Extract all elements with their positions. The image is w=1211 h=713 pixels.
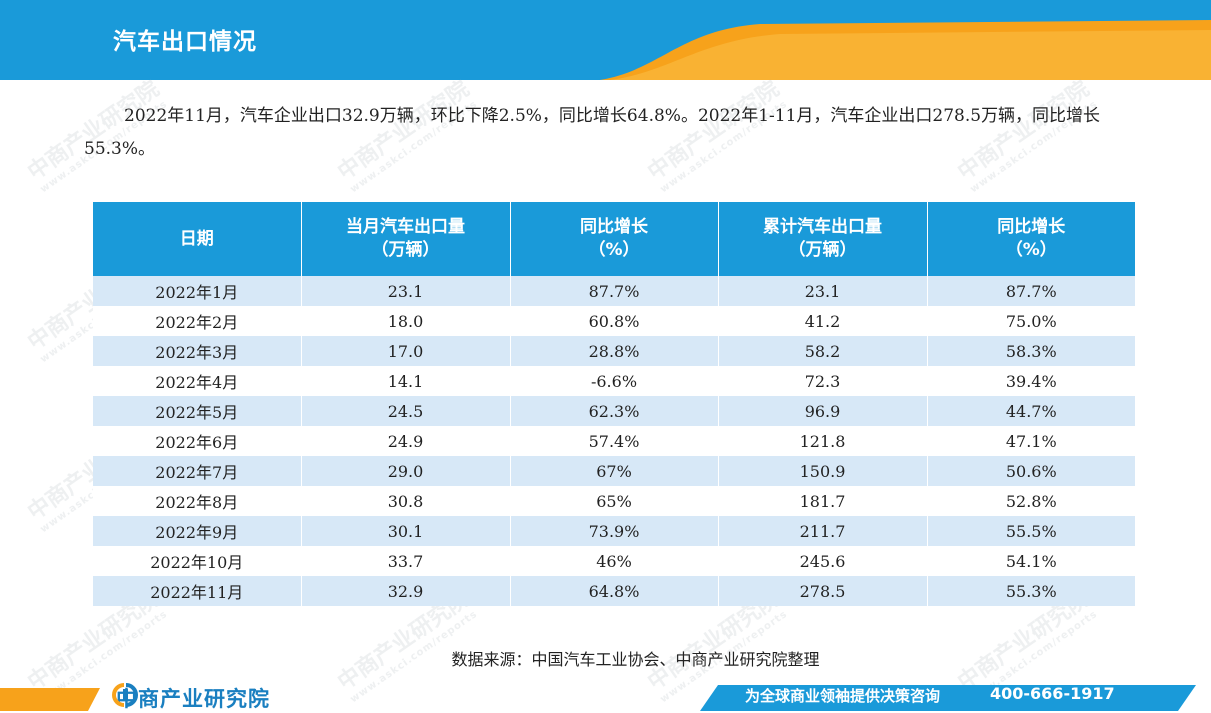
cell-monthly-exports: 23.1 — [300, 276, 510, 306]
table-row: 2022年7月 29.0 67% 150.9 50.6% — [93, 456, 1135, 486]
cell-monthly-exports: 30.8 — [300, 486, 510, 516]
table-row: 2022年5月 24.5 62.3% 96.9 44.7% — [93, 396, 1135, 426]
cell-cumulative-yoy: 75.0% — [926, 306, 1135, 336]
cell-cumulative-yoy: 39.4% — [926, 366, 1135, 396]
cell-monthly-exports: 24.5 — [300, 396, 510, 426]
table-row: 2022年4月 14.1 -6.6% 72.3 39.4% — [93, 366, 1135, 396]
cell-monthly-yoy: 65% — [509, 486, 718, 516]
data-source-note: 数据来源：中国汽车工业协会、中商产业研究院整理 — [451, 650, 820, 669]
cell-date: 2022年1月 — [93, 276, 301, 306]
header-monthly-yoy-label: 同比增长 — [580, 217, 648, 237]
cell-date: 2022年2月 — [93, 306, 301, 336]
cell-cumulative-exports: 121.8 — [717, 426, 927, 456]
cell-monthly-exports: 29.0 — [300, 456, 510, 486]
table-header-row: 日期 当月汽车出口量 （万辆） 同比增长 （%） 累计汽车出口量 （万辆） 同比… — [93, 202, 1135, 276]
cell-date: 2022年11月 — [93, 576, 301, 606]
footer-banner-shape — [0, 685, 1196, 711]
cell-cumulative-exports: 181.7 — [717, 486, 927, 516]
cell-cumulative-exports: 96.9 — [717, 396, 927, 426]
table-row: 2022年2月 18.0 60.8% 41.2 75.0% — [93, 306, 1135, 336]
cell-cumulative-exports: 72.3 — [717, 366, 927, 396]
header-banner-shape — [0, 0, 1211, 80]
export-table: 日期 当月汽车出口量 （万辆） 同比增长 （%） 累计汽车出口量 （万辆） 同比… — [93, 202, 1135, 606]
cell-monthly-exports: 17.0 — [300, 336, 510, 366]
header-cumulative-yoy-unit: （%） — [1005, 240, 1057, 260]
header-cumulative-exports-label: 累计汽车出口量 — [763, 217, 882, 237]
cell-monthly-yoy: 46% — [509, 546, 718, 576]
header-cumulative-exports: 累计汽车出口量 （万辆） — [717, 202, 927, 276]
cell-date: 2022年3月 — [93, 336, 301, 366]
cell-cumulative-exports: 58.2 — [717, 336, 927, 366]
table-row: 2022年10月 33.7 46% 245.6 54.1% — [93, 546, 1135, 576]
table-row: 2022年9月 30.1 73.9% 211.7 55.5% — [93, 516, 1135, 546]
header-monthly-yoy: 同比增长 （%） — [509, 202, 718, 276]
header-cumulative-yoy-label: 同比增长 — [997, 217, 1066, 237]
header-date-label: 日期 — [179, 228, 214, 249]
header-monthly-yoy-unit: （%） — [588, 240, 640, 260]
cell-monthly-exports: 32.9 — [300, 576, 510, 606]
cell-date: 2022年8月 — [93, 486, 301, 516]
cell-monthly-exports: 30.1 — [300, 516, 510, 546]
cell-cumulative-exports: 23.1 — [717, 276, 927, 306]
summary-paragraph: 2022年11月，汽车企业出口32.9万辆，环比下降2.5%，同比增长64.8%… — [84, 106, 1101, 159]
table-row: 2022年8月 30.8 65% 181.7 52.8% — [93, 486, 1135, 516]
cell-monthly-yoy: 60.8% — [509, 306, 718, 336]
cell-monthly-exports: 33.7 — [300, 546, 510, 576]
cell-cumulative-exports: 278.5 — [717, 576, 927, 606]
cell-cumulative-yoy: 55.5% — [926, 516, 1135, 546]
footer-slogan: 为全球商业领袖提供决策咨询 — [745, 687, 941, 705]
cell-monthly-yoy: -6.6% — [509, 366, 718, 396]
table-row: 2022年1月 23.1 87.7% 23.1 87.7% — [93, 276, 1135, 306]
cell-date: 2022年6月 — [93, 426, 301, 456]
cell-monthly-yoy: 64.8% — [509, 576, 718, 606]
page-title: 汽车出口情况 — [113, 29, 257, 55]
cell-cumulative-yoy: 52.8% — [926, 486, 1135, 516]
header-monthly-exports-label: 当月汽车出口量 — [346, 217, 465, 237]
cell-cumulative-yoy: 54.1% — [926, 546, 1135, 576]
table-row: 2022年6月 24.9 57.4% 121.8 47.1% — [93, 426, 1135, 456]
cell-cumulative-yoy: 55.3% — [926, 576, 1135, 606]
cell-cumulative-yoy: 44.7% — [926, 396, 1135, 426]
cell-date: 2022年10月 — [93, 546, 301, 576]
header-monthly-exports: 当月汽车出口量 （万辆） — [300, 202, 510, 276]
header-cumulative-exports-unit: （万辆） — [788, 240, 857, 260]
cell-cumulative-yoy: 58.3% — [926, 336, 1135, 366]
cell-date: 2022年4月 — [93, 366, 301, 396]
cell-monthly-yoy: 28.8% — [509, 336, 718, 366]
cell-monthly-exports: 24.9 — [300, 426, 510, 456]
cell-monthly-yoy: 73.9% — [509, 516, 718, 546]
header-monthly-exports-unit: （万辆） — [371, 240, 440, 260]
cell-cumulative-exports: 150.9 — [717, 456, 927, 486]
table-row: 2022年11月 32.9 64.8% 278.5 55.3% — [93, 576, 1135, 606]
cell-date: 2022年5月 — [93, 396, 301, 426]
cell-monthly-exports: 14.1 — [300, 366, 510, 396]
table-row: 2022年3月 17.0 28.8% 58.2 58.3% — [93, 336, 1135, 366]
cell-monthly-yoy: 57.4% — [509, 426, 718, 456]
cell-cumulative-exports: 41.2 — [717, 306, 927, 336]
cell-monthly-yoy: 87.7% — [509, 276, 718, 306]
cell-cumulative-yoy: 47.1% — [926, 426, 1135, 456]
cell-date: 2022年9月 — [93, 516, 301, 546]
footer-phone: 400-666-1917 — [990, 684, 1115, 703]
header-cumulative-yoy: 同比增长 （%） — [926, 202, 1135, 276]
page-footer: 中商产业研究院 为全球商业领袖提供决策咨询 400-666-1917 — [0, 680, 1211, 711]
cell-cumulative-yoy: 50.6% — [926, 456, 1135, 486]
company-logo-icon — [112, 683, 138, 707]
data-table: 日期 当月汽车出口量 （万辆） 同比增长 （%） 累计汽车出口量 （万辆） 同比… — [93, 202, 1135, 606]
cell-date: 2022年7月 — [93, 456, 301, 486]
cell-cumulative-yoy: 87.7% — [926, 276, 1135, 306]
footer-logo: 中商产业研究院 — [112, 683, 270, 713]
footer-logo-text: 中商产业研究院 — [116, 687, 270, 711]
cell-monthly-yoy: 62.3% — [509, 396, 718, 426]
header-date: 日期 — [93, 202, 301, 276]
cell-cumulative-exports: 245.6 — [717, 546, 927, 576]
cell-cumulative-exports: 211.7 — [717, 516, 927, 546]
cell-monthly-exports: 18.0 — [300, 306, 510, 336]
page-header: 汽车出口情况 — [0, 0, 1211, 80]
cell-monthly-yoy: 67% — [509, 456, 718, 486]
